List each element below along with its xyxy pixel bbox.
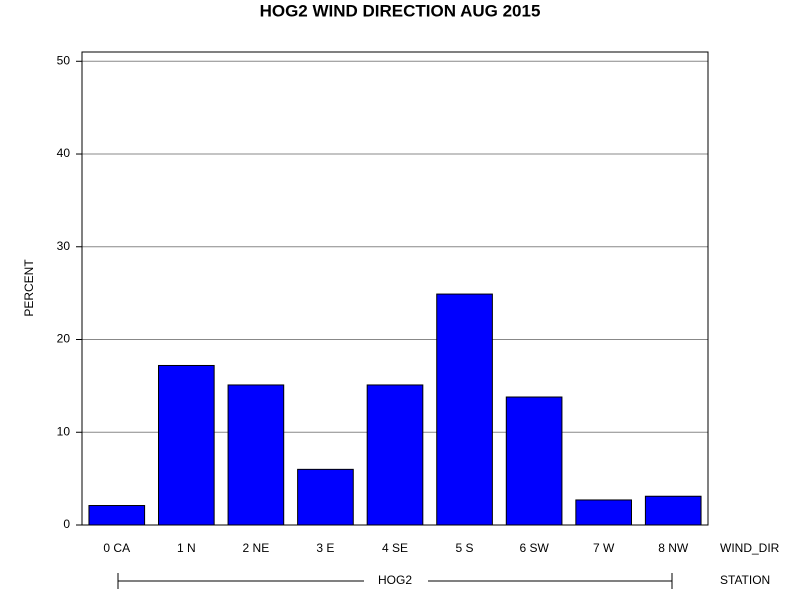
plot-frame [81,51,709,526]
bar [227,384,285,526]
y-tick-label: 40 [57,146,71,160]
x-tick-label: 5 S [456,541,474,555]
group-axis-label: STATION [720,573,770,587]
y-tick-label: 10 [57,424,71,438]
bar [88,505,146,526]
x-axis-label: WIND_DIR [720,541,780,555]
x-tick-label: 6 SW [519,541,549,555]
x-tick-label: 0 CA [103,541,130,555]
y-tick-label: 30 [57,239,71,253]
bar [575,499,632,526]
group-label: HOG2 [378,573,412,587]
bar [644,495,702,526]
bar [505,396,563,526]
x-tick-label: 3 E [316,541,334,555]
x-tick-label: 4 SE [382,541,408,555]
bar [158,364,215,526]
y-tick-label: 0 [63,517,70,531]
chart-title: HOG2 WIND DIRECTION AUG 2015 [260,1,541,20]
x-tick-label: 8 NW [658,541,689,555]
x-tick-label: 7 W [593,541,615,555]
bar [436,293,493,526]
y-tick-label: 20 [57,332,71,346]
y-tick-label: 50 [57,53,71,67]
x-tick-label: 1 N [177,541,196,555]
bar [297,468,354,526]
x-tick-label: 2 NE [243,541,270,555]
y-axis-label: PERCENT [22,259,36,317]
bar [366,384,424,526]
